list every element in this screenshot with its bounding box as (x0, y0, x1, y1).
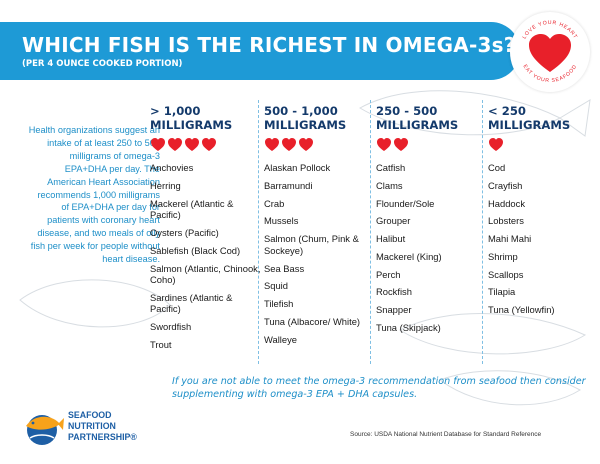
fish-item: Crab (264, 197, 285, 209)
column-unit: MILLIGRAMS (150, 118, 233, 132)
fish-item: Mussels (264, 215, 299, 227)
logo-line: PARTNERSHIP® (68, 432, 137, 442)
column-divider (482, 100, 483, 364)
heart-icon (299, 138, 313, 151)
heart-icon (282, 138, 296, 151)
fish-list: Anchovies Herring Mackerel (Atlantic & Pac… (150, 162, 262, 351)
column-over-1000: > 1,000 MILLIGRAMS Anchovies Herring Macke… (150, 104, 262, 357)
fish-list: Alaskan Pollock Barramundi Crab Mussels Salm… (264, 162, 376, 345)
fish-item: Sablefish (Black Cod) (150, 244, 241, 256)
column-250-500: 250 - 500 MILLIGRAMS Catfish Clams Flounde… (376, 104, 488, 340)
fish-item: Sea Bass (264, 262, 305, 274)
column-divider (370, 100, 371, 364)
heart-rating (150, 137, 262, 153)
heart-icon (151, 138, 165, 151)
source-citation: Source: USDA National Nutrient Database … (350, 431, 542, 438)
column-500-1000: 500 - 1,000 MILLIGRAMS Alaskan Pollock Ba… (264, 104, 376, 351)
fish-item: Perch (376, 268, 401, 280)
fish-item: Cod (488, 162, 506, 173)
fish-item: Haddock (488, 197, 526, 209)
fish-item: Tuna (Albacore/ White) (264, 315, 361, 327)
fish-item: Rockfish (376, 286, 412, 298)
heart-icon (265, 138, 279, 151)
fish-item: Halibut (376, 233, 406, 245)
column-range: 500 - 1,000 (264, 104, 338, 118)
fish-item: Sardines (Atlantic & Pacific) (150, 291, 233, 315)
column-unit: MILLIGRAMS (488, 118, 571, 132)
column-unit: MILLIGRAMS (264, 118, 347, 132)
column-unit: MILLIGRAMS (376, 118, 459, 132)
column-divider (258, 100, 259, 364)
fish-item: Shrimp (488, 250, 518, 262)
fish-item: Flounder/Sole (376, 197, 435, 209)
fish-item: Mackerel (Atlantic & Pacific) (150, 197, 234, 221)
svg-text:LOVE YOUR HEART: LOVE YOUR HEART (522, 20, 579, 40)
fish-item: Anchovies (150, 162, 194, 173)
logo-line: NUTRITION (68, 421, 116, 431)
supplement-note: If you are not able to meet the omega-3 … (172, 376, 586, 400)
fish-item: Barramundi (264, 179, 313, 191)
fish-item: Tuna (Skipjack) (376, 322, 441, 334)
page-title: WHICH FISH IS THE RICHEST IN OMEGA-3s? (22, 33, 516, 57)
fish-item: Alaskan Pollock (264, 162, 331, 173)
heart-icon (529, 34, 571, 72)
fish-item: Walleye (264, 333, 297, 345)
fish-list: Cod Crayfish Haddock Lobsters Mahi Mahi Shrim… (488, 162, 600, 316)
heart-rating (376, 137, 488, 153)
heart-icon (202, 138, 216, 151)
column-range: 250 - 500 (376, 104, 438, 118)
column-range: < 250 (488, 104, 526, 118)
fish-item: Tilapia (488, 286, 516, 298)
fish-list: Catfish Clams Flounder/Sole Grouper Halibut M… (376, 162, 488, 334)
fish-item: Mackerel (King) (376, 250, 442, 262)
intro-text: Health organizations suggest an intake o… (28, 125, 160, 265)
fish-item: Trout (150, 339, 172, 351)
fish-item: Grouper (376, 215, 411, 227)
fish-item: Salmon (Chum, Pink & Sockeye) (264, 233, 359, 256)
heart-icon (394, 138, 408, 151)
heart-rating (264, 137, 376, 153)
fish-item: Catfish (376, 162, 406, 173)
heart-icon (185, 138, 199, 151)
fish-item: Clams (376, 179, 403, 191)
fish-item: Salmon (Atlantic, Chinook, Coho) (150, 262, 261, 286)
fish-item: Swordfish (150, 321, 192, 333)
logo-line: SEAFOOD (68, 410, 112, 420)
logo-wordmark: SEAFOOD NUTRITION PARTNERSHIP® (68, 410, 178, 443)
fish-item: Mahi Mahi (488, 233, 532, 245)
badge-top-text: LOVE YOUR HEART (522, 20, 578, 40)
fish-item: Lobsters (488, 215, 524, 227)
page-subtitle: (PER 4 OUNCE COOKED PORTION) (22, 59, 183, 69)
title-banner (0, 22, 520, 80)
fish-logo-icon (26, 415, 64, 445)
seafood-nutrition-partnership-logo: SEAFOOD NUTRITION PARTNERSHIP® (22, 406, 172, 450)
heart-icon (168, 138, 182, 151)
fish-item: Herring (150, 179, 181, 191)
heart-icon (377, 138, 391, 151)
column-under-250: < 250 MILLIGRAMS Cod Crayfish Haddock Lobst… (488, 104, 600, 322)
heart-icon (489, 138, 503, 151)
column-range: > 1,000 (150, 104, 201, 118)
fish-item: Tuna (Yellowfin) (488, 304, 555, 316)
fish-item: Scallops (488, 268, 524, 280)
heart-rating (488, 137, 600, 153)
fish-item: Oysters (Pacific) (150, 226, 219, 238)
fish-item: Tilefish (264, 298, 294, 310)
fish-item: Squid (264, 280, 288, 292)
fish-item: Crayfish (488, 179, 523, 191)
love-your-heart-badge: LOVE YOUR HEART EAT YOUR SEAFOOD (510, 12, 590, 92)
fish-item: Snapper (376, 304, 412, 316)
